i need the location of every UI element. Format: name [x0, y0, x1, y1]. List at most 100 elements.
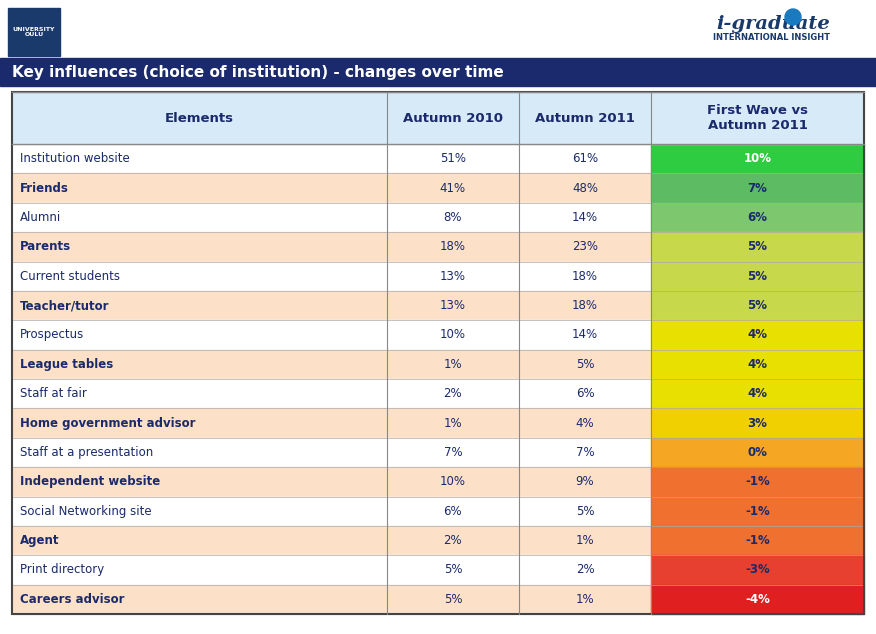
Bar [519, 261, 651, 291]
Bar [387, 555, 519, 585]
Bar [651, 555, 864, 585]
Text: 10%: 10% [744, 152, 772, 165]
Text: 6%: 6% [576, 387, 594, 400]
Text: 14%: 14% [572, 211, 598, 224]
Bar [651, 173, 864, 203]
Bar [519, 320, 651, 349]
Text: 61%: 61% [572, 152, 598, 165]
Text: 14%: 14% [572, 328, 598, 342]
Text: 7%: 7% [576, 446, 594, 459]
Text: 4%: 4% [747, 358, 767, 371]
Text: 18%: 18% [440, 240, 466, 254]
Text: 3%: 3% [747, 417, 767, 430]
Bar [387, 261, 519, 291]
Text: -1%: -1% [745, 505, 770, 518]
Bar [387, 467, 519, 496]
Bar [0, 58, 876, 86]
Text: 51%: 51% [440, 152, 466, 165]
Bar [12, 92, 864, 614]
Bar [12, 232, 387, 261]
Bar [651, 261, 864, 291]
Text: Staff at a presentation: Staff at a presentation [20, 446, 153, 459]
Text: 4%: 4% [747, 387, 767, 400]
Text: First Wave vs
Autumn 2011: First Wave vs Autumn 2011 [707, 104, 808, 132]
Text: 1%: 1% [576, 534, 594, 547]
Text: 5%: 5% [747, 240, 767, 254]
Bar [651, 585, 864, 614]
Bar [12, 408, 387, 437]
Text: Alumni: Alumni [20, 211, 61, 224]
Bar [12, 144, 387, 173]
Text: Autumn 2011: Autumn 2011 [535, 112, 635, 124]
Bar [651, 379, 864, 408]
Text: -4%: -4% [745, 593, 770, 606]
Text: 18%: 18% [572, 299, 598, 312]
Text: Careers advisor: Careers advisor [20, 593, 124, 606]
Text: 13%: 13% [440, 269, 466, 283]
Bar [651, 144, 864, 173]
Bar [387, 526, 519, 555]
Bar [387, 144, 519, 173]
Bar [12, 585, 387, 614]
Bar [387, 496, 519, 526]
Text: i-graduate: i-graduate [717, 15, 830, 33]
Text: -1%: -1% [745, 476, 770, 488]
Text: Home government advisor: Home government advisor [20, 417, 195, 430]
Bar [387, 585, 519, 614]
Bar [12, 555, 387, 585]
Text: 5%: 5% [747, 299, 767, 312]
Bar [519, 203, 651, 232]
Bar [387, 437, 519, 467]
Bar [519, 408, 651, 437]
Bar [387, 92, 519, 144]
Text: -1%: -1% [745, 534, 770, 547]
Bar [12, 496, 387, 526]
Bar [651, 232, 864, 261]
Bar [519, 555, 651, 585]
Bar [12, 92, 387, 144]
Bar [519, 467, 651, 496]
Text: 2%: 2% [576, 564, 594, 576]
Text: Print directory: Print directory [20, 564, 104, 576]
Bar [387, 379, 519, 408]
Text: Friends: Friends [20, 181, 69, 195]
Bar [651, 291, 864, 320]
Bar [387, 173, 519, 203]
Text: 5%: 5% [576, 358, 594, 371]
Bar [387, 408, 519, 437]
Text: 1%: 1% [576, 593, 594, 606]
Text: INTERNATIONAL INSIGHT: INTERNATIONAL INSIGHT [713, 34, 830, 42]
Bar [519, 291, 651, 320]
Text: 8%: 8% [443, 211, 463, 224]
Text: 48%: 48% [572, 181, 598, 195]
Text: 1%: 1% [443, 417, 463, 430]
Text: 0%: 0% [747, 446, 767, 459]
Text: Social Networking site: Social Networking site [20, 505, 152, 518]
Text: 9%: 9% [576, 476, 594, 488]
Bar [651, 408, 864, 437]
Bar [387, 320, 519, 349]
Text: 13%: 13% [440, 299, 466, 312]
Text: 5%: 5% [576, 505, 594, 518]
Bar [8, 8, 60, 56]
Bar [12, 467, 387, 496]
Bar [387, 291, 519, 320]
Bar [12, 437, 387, 467]
Text: 5%: 5% [747, 269, 767, 283]
Bar [651, 203, 864, 232]
Bar [12, 526, 387, 555]
Text: 2%: 2% [443, 387, 463, 400]
Text: 5%: 5% [443, 593, 463, 606]
Text: 10%: 10% [440, 476, 466, 488]
Bar [12, 203, 387, 232]
Circle shape [785, 9, 801, 25]
Text: Autumn 2010: Autumn 2010 [403, 112, 503, 124]
Text: Prospectus: Prospectus [20, 328, 84, 342]
Bar [519, 585, 651, 614]
Text: 7%: 7% [747, 181, 767, 195]
Bar [519, 526, 651, 555]
Text: League tables: League tables [20, 358, 113, 371]
Text: Independent website: Independent website [20, 476, 160, 488]
Text: Parents: Parents [20, 240, 71, 254]
Text: 7%: 7% [443, 446, 463, 459]
